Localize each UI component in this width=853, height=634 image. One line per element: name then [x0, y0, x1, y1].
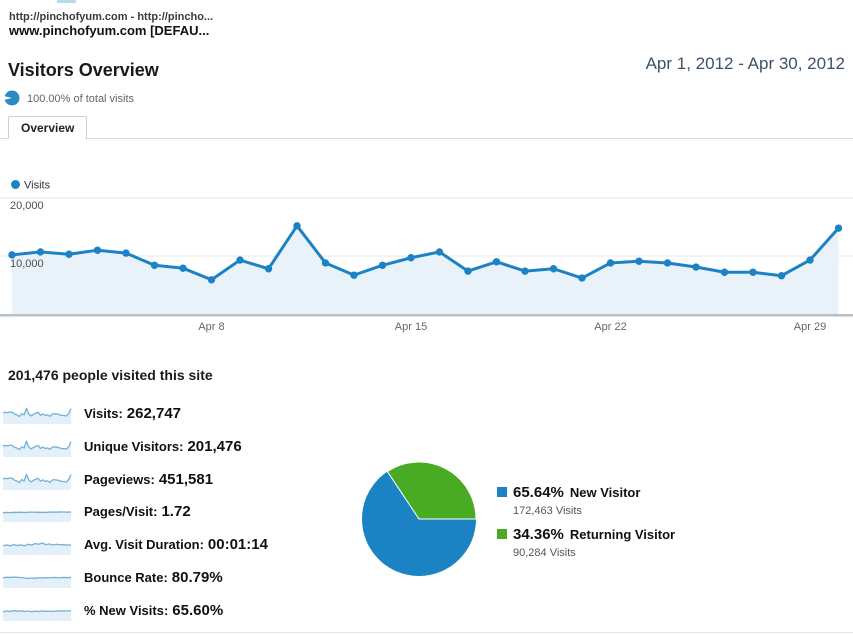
- clipped-header-icon: [57, 0, 76, 3]
- visits-data-point: [65, 250, 73, 258]
- legend-label: Returning Visitor: [569, 527, 676, 542]
- metric-label: Avg. Visit Duration:: [84, 537, 204, 552]
- profile-name: www.pinchofyum.com [DEFAU...: [9, 23, 210, 38]
- segment-pie-icon: [4, 90, 20, 106]
- metric-sparkline: [2, 511, 72, 522]
- metric-value: 451,581: [158, 471, 214, 488]
- visits-data-point: [777, 272, 786, 280]
- visits-data-point: [720, 268, 729, 276]
- visits-data-point: [407, 254, 415, 262]
- visits-data-point: [350, 271, 358, 279]
- visitors-summary: 201,476 people visited this site: [8, 367, 213, 383]
- metric-label: Bounce Rate:: [84, 570, 168, 585]
- legend-dot-icon: [11, 180, 20, 189]
- visits-data-point: [549, 265, 558, 273]
- metric-value: 65.60%: [172, 602, 224, 619]
- metric-label: Pageviews:: [84, 472, 155, 487]
- visits-line: [10, 224, 840, 282]
- visits-data-point: [321, 259, 330, 267]
- metric-sparkline: [2, 576, 72, 588]
- visits-data-point: [834, 224, 843, 232]
- metric-sparkline: [2, 440, 72, 457]
- segment-note: 100.00% of total visits: [27, 93, 135, 105]
- visits-data-point: [122, 249, 130, 257]
- legend-label: New Visitor: [569, 485, 641, 500]
- visits-data-point: [435, 248, 444, 256]
- visits-data-point: [150, 261, 159, 269]
- visits-data-point: [36, 248, 45, 256]
- metric-sparkline: [2, 473, 72, 490]
- metric-sparkline: [2, 542, 72, 555]
- tab-overview[interactable]: Overview: [8, 116, 88, 139]
- metric-label: % New Visits:: [84, 603, 169, 618]
- x-axis-label: Apr 8: [198, 321, 224, 333]
- visits-data-point: [93, 246, 102, 254]
- visits-data-point: [207, 276, 216, 284]
- date-range-selector[interactable]: Apr 1, 2012 - Apr 30, 2012: [645, 54, 845, 73]
- visitor-type-pie-chart[interactable]: [355, 455, 490, 590]
- visits-data-point: [635, 257, 643, 265]
- visits-data-point: [606, 259, 615, 267]
- visits-data-point: [578, 274, 586, 282]
- visits-area-fill: [12, 225, 839, 314]
- visits-data-point: [293, 222, 301, 230]
- x-axis-label: Apr 22: [594, 321, 626, 333]
- visits-data-point: [692, 263, 700, 271]
- visits-data-point: [264, 265, 273, 273]
- metric-value: 80.79%: [171, 569, 223, 586]
- visits-data-point: [8, 251, 16, 259]
- page-title: Visitors Overview: [8, 60, 159, 80]
- pie-legend-item: 34.36% Returning Visitor 90,284 Visits: [497, 526, 675, 559]
- x-axis-label: Apr 15: [395, 321, 427, 333]
- visits-data-point: [179, 264, 187, 272]
- chart-legend-label: Visits: [24, 180, 51, 192]
- visits-data-point: [378, 261, 387, 269]
- tab-divider: [0, 138, 853, 139]
- y-axis-label: 10,000: [10, 258, 44, 270]
- legend-visits-count: 172,463 Visits: [513, 505, 582, 517]
- legend-swatch-icon: [497, 487, 507, 497]
- account-breadcrumb: http://pinchofyum.com - http://pincho...: [9, 11, 214, 23]
- metric-value: 262,747: [126, 405, 182, 422]
- visits-data-point: [663, 259, 672, 267]
- y-axis-label: 20,000: [10, 200, 44, 212]
- metric-value: 1.72: [161, 503, 191, 520]
- metric-sparkline: [2, 609, 72, 621]
- visits-data-point: [749, 268, 757, 276]
- legend-percent: 65.64%: [513, 484, 564, 501]
- visits-data-point: [464, 267, 472, 275]
- visits-line-chart[interactable]: 10,000 20,000 Apr 8 Apr 15 Apr 22 Apr 29 Visit…: [0, 148, 853, 338]
- legend-swatch-icon: [497, 529, 507, 539]
- visits-data-point: [806, 256, 814, 264]
- x-axis-line: [0, 314, 853, 317]
- metric-label: Pages/Visit:: [84, 504, 158, 519]
- legend-percent: 34.36%: [513, 526, 564, 543]
- metric-label: Visits:: [84, 406, 123, 421]
- pie-slice-returning-visitor: [386, 461, 477, 520]
- metric-label: Unique Visitors:: [84, 439, 184, 454]
- visits-data-point: [236, 256, 244, 264]
- legend-visits-count: 90,284 Visits: [513, 547, 576, 559]
- visits-data-point: [492, 258, 501, 266]
- visits-data-point: [521, 267, 529, 275]
- bottom-divider: [0, 632, 853, 633]
- metric-value: 00:01:14: [207, 536, 268, 553]
- pie-legend-item: 65.64% New Visitor 172,463 Visits: [497, 484, 640, 517]
- metric-value: 201,476: [187, 438, 242, 455]
- x-axis-label: Apr 29: [794, 321, 826, 333]
- metric-sparkline: [2, 407, 72, 424]
